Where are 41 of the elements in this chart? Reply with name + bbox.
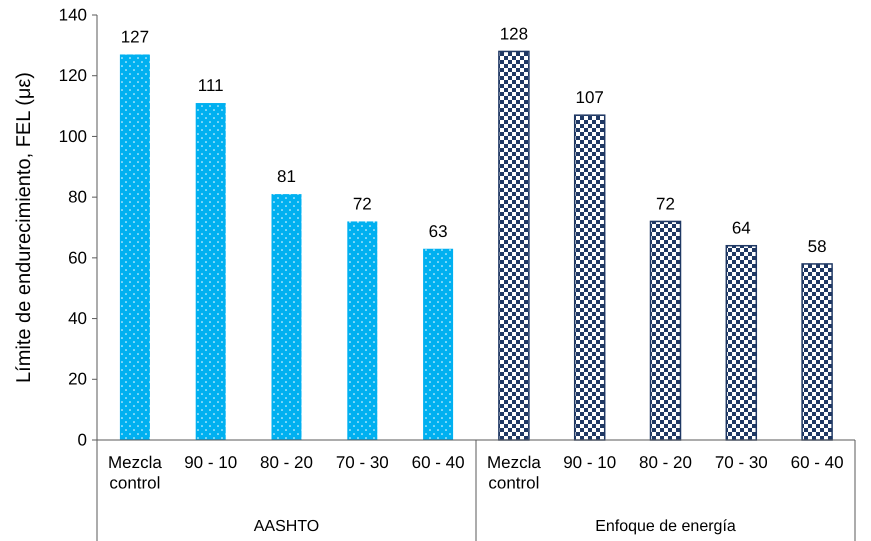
bar — [423, 248, 454, 440]
x-tick-label: 90 - 10 — [184, 453, 238, 472]
data-label: 64 — [732, 218, 751, 238]
bar — [498, 50, 530, 441]
bar — [650, 220, 682, 441]
y-tick-label: 80 — [68, 188, 87, 207]
bar — [801, 263, 833, 441]
data-label: 107 — [576, 88, 604, 108]
data-label: 128 — [500, 24, 528, 44]
y-axis-title: Límite de endurecimiento, FEL (με) — [13, 72, 35, 383]
x-tick-label: 70 - 30 — [336, 453, 389, 472]
text: Enfoque de energía — [595, 518, 736, 535]
y-tick-label: 60 — [68, 248, 87, 268]
data-label: 127 — [120, 27, 150, 46]
data-label: 58 — [808, 236, 827, 256]
bar — [574, 114, 606, 441]
x-tick-label: 80 - 20 — [260, 453, 313, 472]
bar — [726, 244, 758, 441]
y-tick-label: 100 — [58, 126, 87, 146]
x-tick-label: Mezcla control — [486, 453, 542, 492]
x-tick-label: 80 - 20 — [639, 453, 692, 472]
y-tick-label: 0 — [78, 430, 87, 450]
data-label: 72 — [352, 194, 372, 214]
bar — [196, 103, 226, 440]
bar — [120, 54, 150, 440]
y-tick-label: 120 — [58, 66, 87, 86]
y-tick-label: 40 — [68, 309, 87, 328]
data-label: 81 — [277, 167, 296, 186]
bar — [347, 221, 378, 440]
data-label: 111 — [198, 76, 224, 96]
x-tick-label: 60 - 40 — [412, 453, 465, 472]
x-tick-label: 90 - 10 — [563, 453, 616, 472]
data-label: 63 — [428, 222, 448, 241]
x-tick-label: 70 - 30 — [714, 453, 768, 472]
text: AASHTO — [254, 518, 320, 535]
bar — [272, 194, 302, 440]
x-tick-label: 60 - 40 — [790, 453, 844, 472]
x-tick-label: Mezcla control — [108, 453, 162, 492]
y-tick-label: 20 — [68, 370, 87, 389]
y-tick-label: 140 — [58, 5, 87, 24]
data-label: 72 — [656, 194, 675, 214]
